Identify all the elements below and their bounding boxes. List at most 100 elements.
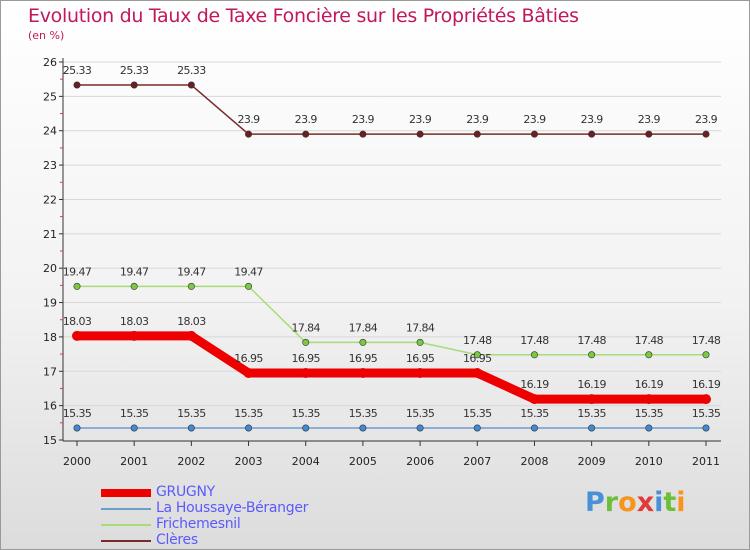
data-point: [472, 367, 483, 378]
y-tick-label: 24: [43, 125, 57, 138]
data-point: [473, 130, 481, 138]
legend-swatch: [101, 524, 151, 526]
data-label: 23.9: [352, 113, 375, 126]
data-point: [187, 81, 195, 89]
data-point: [702, 351, 710, 359]
data-label: 16.19: [692, 378, 721, 391]
data-label: 23.9: [295, 113, 318, 126]
chart-title: Evolution du Taux de Taxe Foncière sur l…: [28, 5, 579, 27]
series-line-GRUGNY: [72, 331, 711, 404]
data-label: 19.47: [63, 265, 92, 278]
data-point: [245, 424, 253, 432]
data-label: 17.48: [577, 334, 606, 347]
data-label: 17.48: [520, 334, 549, 347]
y-tick-label: 17: [43, 365, 57, 378]
x-tick-label: 2011: [692, 455, 720, 468]
data-label: 23.9: [523, 113, 546, 126]
data-label: 15.35: [406, 407, 435, 420]
data-label: 19.47: [120, 265, 149, 278]
data-point: [302, 130, 310, 138]
data-label: 19.47: [177, 265, 206, 278]
data-point: [130, 424, 138, 432]
y-tick-label: 19: [43, 297, 57, 310]
data-point: [186, 330, 197, 341]
data-point: [245, 130, 253, 138]
data-point: [129, 330, 140, 341]
data-point: [73, 282, 81, 290]
logo-letter: x: [636, 487, 655, 518]
data-point: [130, 81, 138, 89]
logo-letter: r: [604, 487, 619, 518]
data-point: [586, 394, 597, 405]
data-label: 23.9: [581, 113, 604, 126]
data-point: [645, 351, 653, 359]
data-point: [588, 424, 596, 432]
data-point: [187, 282, 195, 290]
legend-label: GRUGNY: [156, 484, 215, 500]
data-label: 15.35: [291, 407, 320, 420]
data-label: 17.84: [291, 321, 320, 334]
x-tick-label: 2006: [406, 455, 434, 468]
data-label: 16.95: [463, 352, 492, 365]
y-unit-label: (en %): [28, 29, 65, 42]
data-point: [530, 130, 538, 138]
data-label: 18.03: [177, 315, 206, 328]
data-point: [359, 338, 367, 346]
data-label: 17.84: [406, 321, 435, 334]
legend-label: Frichemesnil: [156, 516, 241, 532]
data-label: 15.35: [635, 407, 664, 420]
x-tick-label: 2001: [120, 455, 148, 468]
x-tick-label: 2007: [463, 455, 491, 468]
data-point: [530, 424, 538, 432]
data-point: [187, 424, 195, 432]
data-label: 16.19: [520, 378, 549, 391]
x-tick-label: 2004: [292, 455, 320, 468]
x-tick-label: 2003: [235, 455, 263, 468]
proxiti-logo: Proxiti: [585, 487, 686, 518]
data-label: 23.9: [409, 113, 432, 126]
data-point: [416, 424, 424, 432]
data-label: 25.33: [120, 64, 149, 77]
logo-letter: P: [585, 487, 605, 518]
data-point: [359, 130, 367, 138]
data-label: 15.35: [463, 407, 492, 420]
data-point: [302, 338, 310, 346]
data-label: 15.35: [692, 407, 721, 420]
x-tick-label: 2005: [349, 455, 377, 468]
series-line-Clères: [76, 84, 707, 135]
data-point: [73, 81, 81, 89]
data-label: 18.03: [120, 315, 149, 328]
y-tick-label: 25: [43, 90, 57, 103]
data-label: 16.95: [349, 352, 378, 365]
y-tick-label: 18: [43, 331, 57, 344]
data-point: [645, 424, 653, 432]
logo-letter: o: [618, 487, 637, 518]
data-label: 23.9: [466, 113, 489, 126]
data-point: [473, 351, 481, 359]
data-label: 15.35: [120, 407, 149, 420]
data-point: [588, 130, 596, 138]
data-point: [416, 130, 424, 138]
data-point: [243, 367, 254, 378]
data-point: [643, 394, 654, 405]
data-point: [529, 394, 540, 405]
logo-letter: i: [676, 487, 686, 518]
legend-swatch: [101, 540, 151, 542]
legend-swatch: [101, 508, 151, 510]
legend-label: La Houssaye-Béranger: [156, 500, 309, 516]
data-point: [302, 424, 310, 432]
data-label: 23.9: [695, 113, 718, 126]
data-label: 23.9: [638, 113, 661, 126]
data-label: 16.95: [406, 352, 435, 365]
data-label: 15.35: [63, 407, 92, 420]
data-label: 15.35: [177, 407, 206, 420]
data-label: 17.48: [635, 334, 664, 347]
data-point: [701, 394, 711, 405]
x-tick-label: 2009: [578, 455, 606, 468]
data-point: [645, 130, 653, 138]
data-point: [588, 351, 596, 359]
data-point: [72, 330, 82, 341]
x-tick-label: 2002: [177, 455, 205, 468]
y-tick-label: 21: [43, 228, 57, 241]
